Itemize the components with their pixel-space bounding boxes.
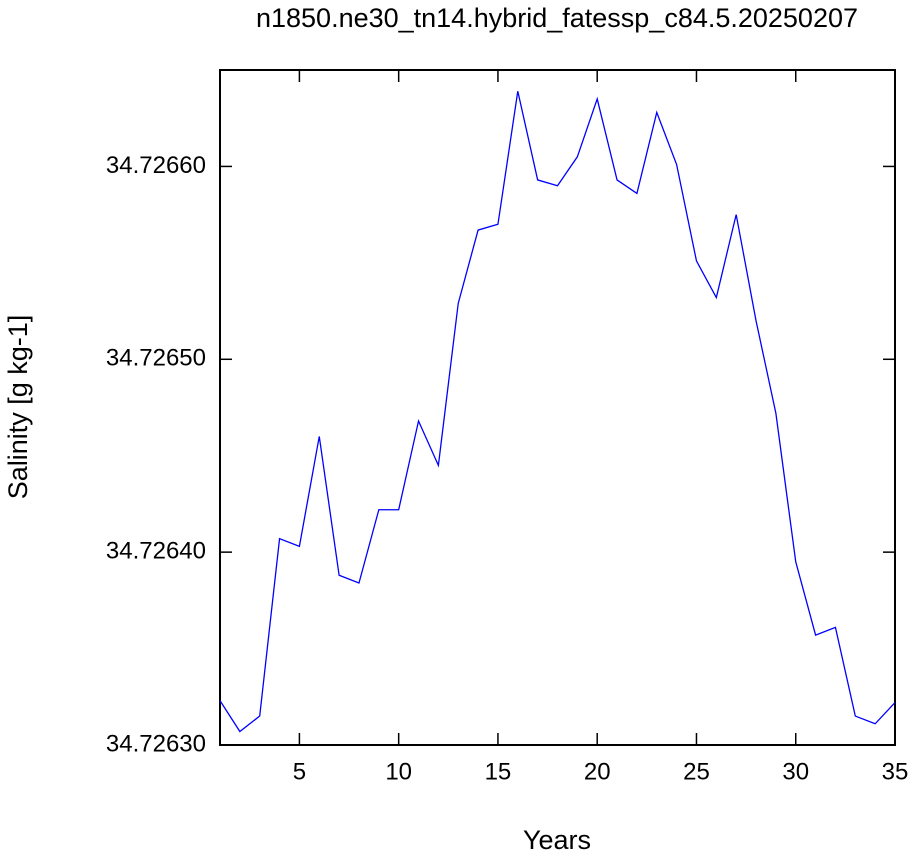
x-tick-label: 5 xyxy=(293,758,306,785)
x-tick-label: 25 xyxy=(683,758,710,785)
x-tick-label: 30 xyxy=(782,758,809,785)
x-tick-label: 15 xyxy=(485,758,512,785)
data-line xyxy=(219,91,896,733)
y-tick-label: 34.72650 xyxy=(106,345,206,372)
x-tick-label: 20 xyxy=(584,758,611,785)
y-tick-label: 34.72660 xyxy=(106,152,206,179)
x-tick-label: 35 xyxy=(882,758,909,785)
y-tick-label: 34.72640 xyxy=(106,537,206,564)
y-axis-label: Salinity [g kg-1] xyxy=(3,315,33,500)
x-tick-label: 10 xyxy=(385,758,412,785)
x-axis-label: Years xyxy=(523,825,591,855)
chart-title: n1850.ne30_tn14.hybrid_fatessp_c84.5.202… xyxy=(256,3,858,33)
y-tick-label: 34.72630 xyxy=(106,730,206,757)
plot-frame xyxy=(219,69,896,746)
